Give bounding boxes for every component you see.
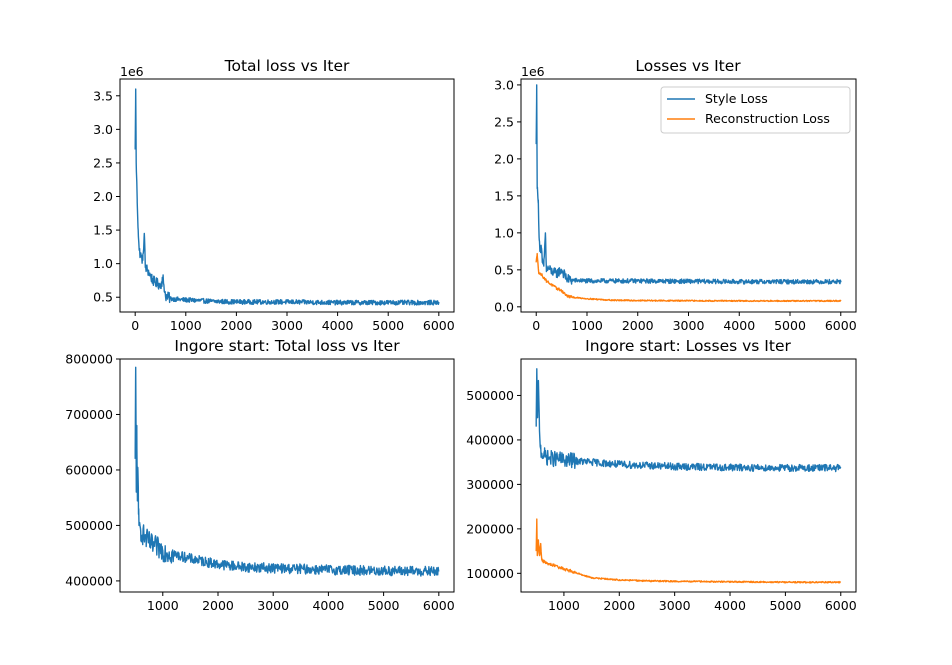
panel-ignore-start-total-loss: Ingore start: Total loss vs Iter 1000 200… bbox=[65, 337, 454, 613]
panel-losses: Losses vs Iter 1e6 0 1000 2000 3000 4000 5000… bbox=[494, 57, 857, 333]
legend-recon-label: Reconstruction Loss bbox=[705, 111, 830, 126]
x-tick-label: 2000 bbox=[622, 318, 654, 333]
y-tick-label: 400000 bbox=[65, 573, 113, 588]
panel-1-plot: 0 1000 2000 3000 4000 5000 6000 0.5 1.0 1.5 2.0 2.5… bbox=[93, 78, 455, 333]
y-tick-label: 2.5 bbox=[494, 114, 514, 129]
x-tick-label: 6000 bbox=[423, 318, 455, 333]
series-line-total-loss bbox=[134, 88, 440, 306]
x-tick-label: 3000 bbox=[673, 318, 705, 333]
x-tick-label: 6000 bbox=[423, 598, 455, 613]
y-tick-label: 700000 bbox=[65, 407, 113, 422]
y-tick-label: 500000 bbox=[65, 518, 113, 533]
x-tick-label: 5000 bbox=[769, 598, 801, 613]
y-tick-label: 800000 bbox=[65, 352, 113, 367]
legend-frame bbox=[660, 86, 851, 134]
x-tick-label: 1000 bbox=[147, 598, 179, 613]
series-line-reconstruction-loss bbox=[535, 252, 842, 303]
x-tick-label: 0 bbox=[532, 318, 540, 333]
series-line-style-loss bbox=[535, 368, 842, 473]
x-tick-label: 1000 bbox=[571, 318, 603, 333]
panel-1-title: Total loss vs Iter bbox=[224, 57, 350, 75]
x-tick-label: 0 bbox=[131, 318, 139, 333]
series-line-reconstruction-loss bbox=[535, 518, 842, 584]
panel-1-offset-label: 1e6 bbox=[120, 64, 144, 79]
panel-total-loss: Total loss vs Iter 1e6 0 1000 2000 3000 4000… bbox=[93, 57, 455, 333]
panel-2-legend: Style Loss Reconstruction Loss bbox=[660, 86, 851, 134]
y-tick-label: 0.0 bbox=[494, 299, 514, 314]
y-tick-label: 1.0 bbox=[93, 256, 113, 271]
x-tick-label: 6000 bbox=[825, 598, 857, 613]
y-tick-label: 0.5 bbox=[494, 262, 514, 277]
panel-3-plot: 1000 2000 3000 4000 5000 6000 400000 500000 6000… bbox=[65, 352, 454, 614]
x-tick-label: 4000 bbox=[312, 598, 344, 613]
x-tick-label: 5000 bbox=[368, 598, 400, 613]
y-tick-label: 600000 bbox=[65, 462, 113, 477]
panel-2-title: Losses vs Iter bbox=[635, 57, 741, 75]
panel-4-plot: 1000 2000 3000 4000 5000 6000 100000 200000 3000… bbox=[466, 358, 857, 613]
x-tick-label: 5000 bbox=[372, 318, 404, 333]
y-tick-label: 2.5 bbox=[93, 155, 113, 170]
series-line-style-loss bbox=[535, 84, 842, 285]
x-tick-label: 4000 bbox=[714, 598, 746, 613]
x-tick-label: 4000 bbox=[322, 318, 354, 333]
panel-4-title: Ingore start: Losses vs Iter bbox=[585, 337, 791, 355]
axes-frame bbox=[119, 358, 455, 593]
x-tick-label: 2000 bbox=[202, 598, 234, 613]
y-tick-label: 1.5 bbox=[93, 223, 113, 238]
panel-2-offset-label: 1e6 bbox=[521, 64, 545, 79]
x-tick-label: 1000 bbox=[548, 598, 580, 613]
y-tick-label: 2.0 bbox=[93, 189, 113, 204]
x-tick-label: 3000 bbox=[659, 598, 691, 613]
x-tick-label: 6000 bbox=[825, 318, 857, 333]
y-tick-label: 300000 bbox=[466, 477, 514, 492]
y-tick-label: 100000 bbox=[466, 566, 514, 581]
y-tick-label: 2.0 bbox=[494, 151, 514, 166]
y-tick-label: 0.5 bbox=[93, 290, 113, 305]
axes-frame bbox=[520, 358, 857, 593]
x-tick-label: 3000 bbox=[271, 318, 303, 333]
y-tick-label: 1.5 bbox=[494, 188, 514, 203]
y-tick-label: 400000 bbox=[466, 432, 514, 447]
y-tick-label: 3.5 bbox=[93, 88, 113, 103]
panel-2-plot: 0 1000 2000 3000 4000 5000 6000 0.0 0.5 1.0 1.5 2.0… bbox=[494, 77, 857, 333]
y-tick-label: 200000 bbox=[466, 521, 514, 536]
x-tick-label: 5000 bbox=[774, 318, 806, 333]
legend-style-label: Style Loss bbox=[705, 91, 768, 106]
panel-ignore-start-losses: Ingore start: Losses vs Iter 1000 2000 300… bbox=[466, 337, 856, 613]
panel-3-title: Ingore start: Total loss vs Iter bbox=[174, 337, 400, 355]
y-tick-label: 500000 bbox=[466, 388, 514, 403]
x-tick-label: 2000 bbox=[603, 598, 635, 613]
y-tick-label: 3.0 bbox=[494, 77, 514, 92]
y-tick-label: 3.0 bbox=[93, 122, 113, 137]
x-tick-label: 3000 bbox=[257, 598, 289, 613]
x-tick-label: 4000 bbox=[723, 318, 755, 333]
series-line-total-loss bbox=[134, 366, 440, 577]
x-tick-label: 1000 bbox=[170, 318, 202, 333]
x-tick-label: 2000 bbox=[220, 318, 252, 333]
y-tick-label: 1.0 bbox=[494, 225, 514, 240]
